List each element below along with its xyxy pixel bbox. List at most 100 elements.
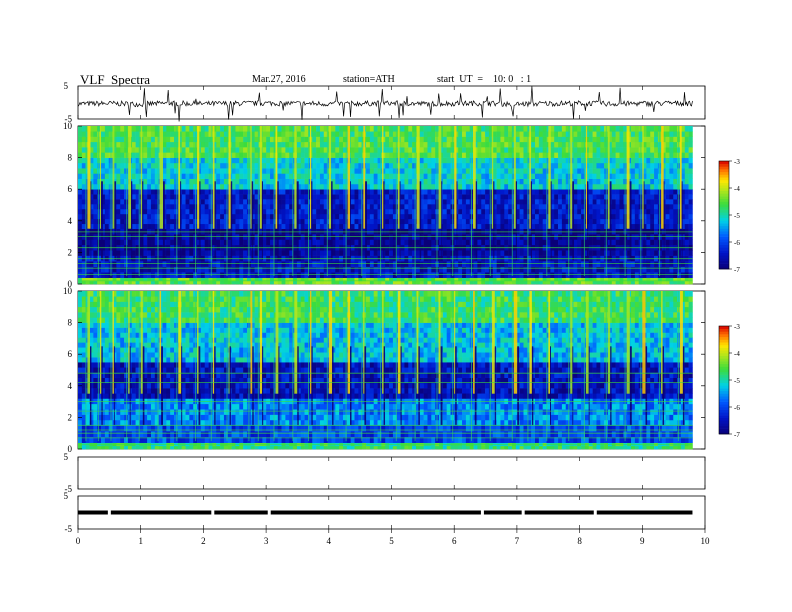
- spectrogram-cell: [577, 157, 582, 164]
- spectrogram-cell: [277, 204, 282, 210]
- spectrogram-cell: [300, 168, 305, 174]
- spectrogram-cell: [646, 162, 651, 169]
- spectrogram-cell: [519, 189, 524, 195]
- spectrogram-cell: [573, 131, 578, 137]
- spectrogram-cell: [369, 131, 375, 137]
- spectrogram-cell: [400, 152, 405, 158]
- spectrogram-cell: [250, 266, 255, 273]
- spectrogram-cell: [93, 266, 98, 273]
- spectrogram-cell: [208, 266, 213, 273]
- spectrogram-cell: [220, 136, 225, 143]
- spectrogram-cell: [661, 272, 666, 278]
- spectrogram-cell: [542, 261, 547, 267]
- spectrogram-cell: [615, 152, 620, 158]
- spectrogram-cell: [285, 152, 290, 158]
- spectrogram-cell: [631, 173, 636, 179]
- spectrogram-cell: [281, 199, 286, 205]
- spectrogram-cell: [680, 147, 686, 153]
- spectrogram-cell: [227, 277, 232, 282]
- spectrogram-cell: [673, 126, 678, 132]
- spectrogram-cell: [542, 162, 547, 169]
- spectrogram-cell: [212, 266, 217, 273]
- spectrogram-cell: [266, 266, 271, 273]
- spectrogram-cell: [204, 152, 209, 158]
- spectrogram-cell: [323, 131, 328, 137]
- spectrogram-cell: [78, 131, 83, 137]
- spectrogram-cell: [561, 131, 567, 137]
- spectrogram-cell: [392, 272, 398, 278]
- spectrogram-cell: [85, 261, 90, 267]
- spectrogram-cell: [373, 183, 378, 190]
- spectrogram-cell: [554, 162, 559, 169]
- spectrogram-cell: [462, 168, 467, 174]
- spectrogram-cell: [400, 208, 405, 215]
- spectrogram-cell: [170, 194, 175, 200]
- spectrogram-cell: [78, 183, 83, 190]
- spectrogram-cell: [362, 280, 367, 285]
- spectrogram-cell: [385, 183, 390, 190]
- spectrogram-cell: [174, 178, 179, 185]
- spectrogram-cell: [669, 141, 674, 148]
- spectrogram-cell: [465, 183, 471, 190]
- spectrogram-cell: [642, 141, 647, 148]
- spectrogram-cell: [316, 136, 321, 143]
- spectrogram-cell: [101, 272, 106, 278]
- spectrogram-cell: [243, 183, 248, 190]
- spectrogram-cell: [296, 213, 302, 220]
- spectrogram-cell: [519, 147, 524, 153]
- spectrogram-cell: [481, 223, 486, 229]
- spectrogram-cell: [523, 162, 528, 169]
- spectrogram-cell: [684, 213, 689, 220]
- spectrogram-cell: [266, 126, 271, 132]
- spectrogram-cell: [208, 223, 213, 229]
- spectrogram-cell: [588, 173, 593, 179]
- spectrogram-cell: [150, 239, 156, 246]
- spectrogram-cell: [392, 168, 398, 174]
- spectrogram-cell: [392, 223, 398, 229]
- spectrogram-cell: [458, 208, 463, 215]
- spectrogram-cell: [607, 147, 613, 153]
- spectrogram-cell: [500, 266, 505, 273]
- spectrogram-cell: [285, 168, 290, 174]
- spectrogram-cell: [335, 147, 340, 153]
- spectrogram-cell: [408, 213, 413, 220]
- spectrogram-cell: [346, 277, 351, 282]
- spectrogram-cell: [150, 213, 156, 220]
- spectrogram-cell: [604, 277, 609, 282]
- spectrogram-cell: [277, 250, 282, 256]
- spectrogram-cell: [423, 173, 428, 179]
- spectrogram-cell: [239, 194, 244, 200]
- sferic-burst: [197, 126, 200, 229]
- spectrogram-cell: [262, 136, 267, 143]
- spectrogram-cell: [342, 280, 348, 285]
- spectrogram-cell: [642, 162, 647, 169]
- spectrogram-cell: [561, 152, 567, 158]
- spectrogram-cell: [200, 147, 206, 153]
- spectrogram-cell: [366, 199, 371, 205]
- spectrogram-cell: [266, 183, 271, 190]
- spectrogram-cell: [120, 266, 125, 273]
- spectrogram-cell: [381, 141, 386, 148]
- spectrogram-cell: [596, 162, 601, 169]
- spectrogram-cell: [204, 204, 209, 210]
- spectrogram-cell: [124, 183, 129, 190]
- spectrogram-cell: [373, 152, 378, 158]
- spectrogram-cell: [281, 250, 286, 256]
- spectrogram-cell: [392, 126, 398, 132]
- spectrogram-cell: [254, 272, 259, 278]
- spectrogram-cell: [189, 178, 194, 185]
- spectrogram-cell: [607, 168, 613, 174]
- spectrogram-cell: [177, 272, 182, 278]
- spectrogram-cell: [462, 213, 467, 220]
- spectrogram-cell: [308, 280, 313, 285]
- spectrogram-cell: [481, 272, 486, 278]
- spectrogram-cell: [312, 218, 317, 225]
- spectrogram-cell: [412, 157, 417, 164]
- spectrogram-cell: [342, 250, 348, 256]
- spectrogram-cell: [527, 261, 532, 267]
- spectrogram-cell: [366, 183, 371, 190]
- spectrogram-cell: [669, 183, 674, 190]
- spectrogram-cell: [216, 178, 221, 185]
- spectrogram-cell: [419, 126, 424, 132]
- spectrogram-cell: [427, 250, 432, 256]
